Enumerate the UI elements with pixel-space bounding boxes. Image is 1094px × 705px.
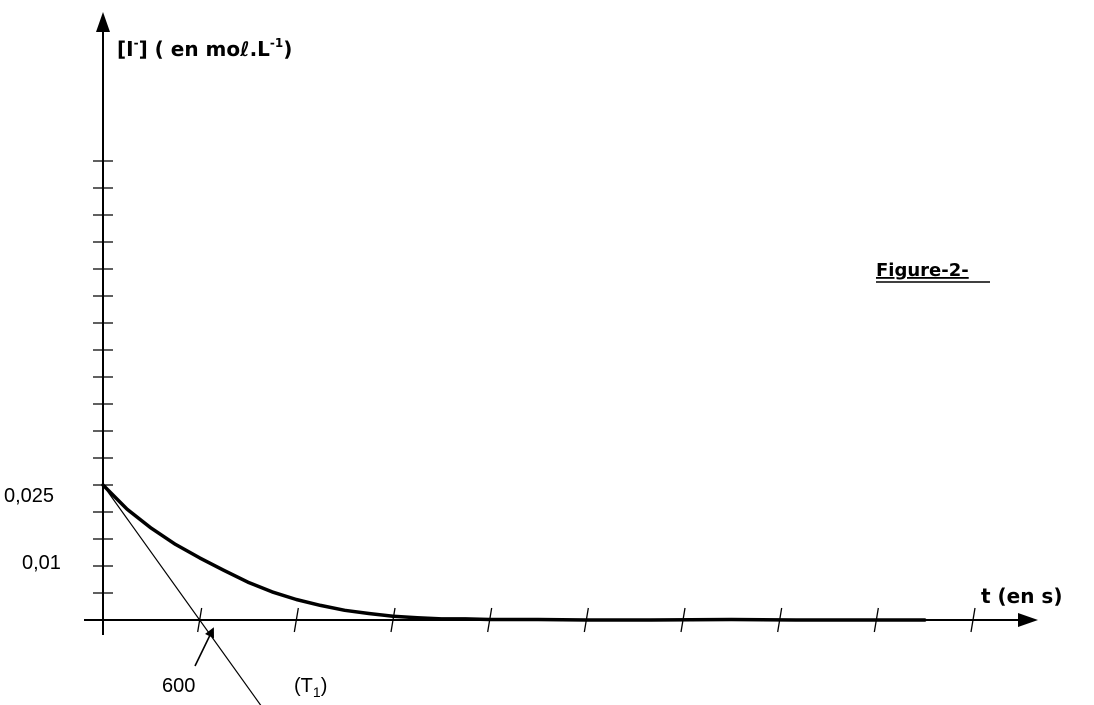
y-tick-label-001: 0,01 [22, 552, 61, 574]
x-tick-mark [390, 607, 396, 633]
x-tick-mark [293, 607, 299, 633]
y-axis-arrowhead [96, 12, 110, 32]
x-axis-arrowhead [1018, 613, 1038, 627]
concentration-curve [101, 483, 927, 622]
tangent-label: (T1) [294, 675, 327, 700]
y-axis-ticks [93, 160, 113, 594]
y-tick-label-0025: 0,025 [4, 485, 54, 507]
x-axis-label: t (en s) [981, 584, 1062, 608]
y-axis-label: [I-] ( en moℓ.L-1) [117, 36, 292, 61]
pointer-arrow-600 [194, 627, 214, 667]
tangent-line-T1 [102, 484, 262, 705]
x-tick-label-600: 600 [162, 675, 195, 697]
x-tick-mark [970, 607, 976, 633]
figure-label: Figure-2- [876, 260, 969, 281]
